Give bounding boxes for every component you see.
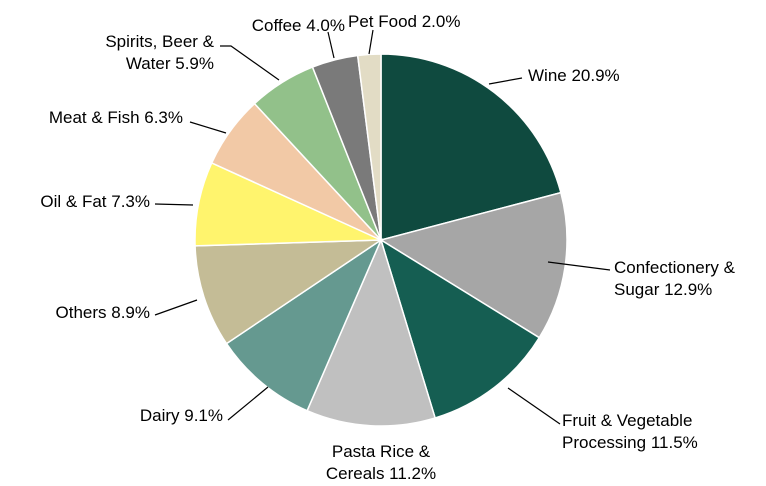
pie-slice-pet-food bbox=[356, 53, 382, 241]
data-label-line: Cereals 11.2% bbox=[326, 464, 436, 483]
data-label-line: Coffee 4.0% bbox=[252, 16, 345, 35]
data-label-line: Wine 20.9% bbox=[528, 66, 620, 85]
data-label-line: Pet Food 2.0% bbox=[348, 12, 460, 31]
leader-line-pet-food bbox=[368, 29, 374, 55]
pie-slice-dairy bbox=[225, 237, 383, 412]
leader-line-dairy bbox=[227, 386, 269, 421]
data-label-line: Dairy 9.1% bbox=[140, 406, 223, 425]
data-label-wine: Wine 20.9% bbox=[528, 66, 620, 85]
leader-line-oil-fat bbox=[154, 203, 194, 206]
leader-line-coffee bbox=[327, 31, 335, 59]
data-label-line: Fruit & Vegetable bbox=[562, 411, 692, 430]
data-label-fruit-vegetable-processing: Fruit & Vegetable Processing 11.5% bbox=[562, 411, 698, 452]
pie-slice-confectionery-sugar bbox=[379, 191, 568, 339]
data-label-others: Others 8.9% bbox=[56, 303, 151, 322]
data-label-pet-food: Pet Food 2.0% bbox=[348, 12, 460, 31]
data-label-pasta-rice-cereals: Pasta Rice & Cereals 11.2% bbox=[326, 442, 436, 483]
data-label-coffee: Coffee 4.0% bbox=[252, 16, 345, 35]
pie-slice-others bbox=[194, 239, 384, 345]
leader-line-spirits-beer-water bbox=[220, 45, 280, 81]
leader-line-confectionery-sugar bbox=[547, 261, 611, 271]
data-label-line: Processing 11.5% bbox=[562, 433, 698, 452]
data-label-line: Water 5.9% bbox=[126, 54, 214, 73]
data-label-line: Pasta Rice & bbox=[332, 442, 431, 461]
data-label-line: Oil & Fat 7.3% bbox=[40, 192, 150, 211]
data-label-line: Sugar 12.9% bbox=[614, 280, 712, 299]
data-label-line: Others 8.9% bbox=[56, 303, 151, 322]
leader-line-fruit-vegetable-processing bbox=[507, 387, 561, 425]
pie-slice-fruit-vegetable-processing bbox=[379, 238, 541, 419]
data-label-meat-fish: Meat & Fish 6.3% bbox=[49, 108, 183, 127]
data-label-spirits-beer-water: Spirits, Beer & Water 5.9% bbox=[105, 32, 214, 73]
data-label-oil-fat: Oil & Fat 7.3% bbox=[40, 192, 150, 211]
leader-line-others bbox=[154, 299, 198, 316]
leader-line-meat-fish bbox=[189, 121, 227, 134]
data-label-confectionery-sugar: Confectionery & Sugar 12.9% bbox=[614, 258, 736, 299]
leader-line-wine bbox=[488, 77, 523, 85]
pie-slice-wine bbox=[380, 53, 562, 241]
data-label-line: Meat & Fish 6.3% bbox=[49, 108, 183, 127]
data-label-dairy: Dairy 9.1% bbox=[140, 406, 223, 425]
data-label-line: Spirits, Beer & bbox=[105, 32, 214, 51]
pie-slice-pasta-rice-cereals bbox=[306, 237, 437, 427]
data-label-line: Confectionery & bbox=[614, 258, 736, 277]
